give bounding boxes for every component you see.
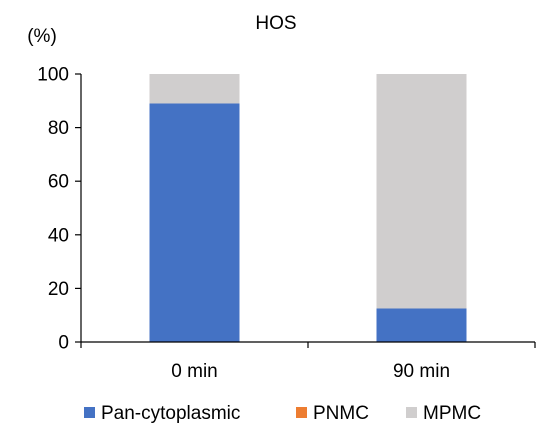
bar-segment-pan-cytoplasmic-1 [149, 103, 240, 342]
legend-swatch [84, 407, 95, 418]
y-tick-label: 40 [48, 225, 69, 246]
x-category-label: 90 min [393, 361, 450, 382]
y-tick-label: 20 [48, 279, 69, 300]
legend-label: MPMC [423, 403, 481, 424]
y-tick-label: 80 [48, 118, 69, 139]
axes-layer: 0 20 40 60 80 100 0 min 90 min [37, 65, 536, 382]
legend-label: PNMC [313, 403, 369, 424]
y-tick-label: 100 [37, 65, 69, 86]
x-category-label: 0 min [171, 361, 217, 382]
bar-segment-mpmc-1 [149, 74, 240, 104]
legend: Pan-cytoplasmic PNMC MPMC [84, 403, 481, 424]
bar-segment-mpmc-2 [376, 74, 467, 309]
y-axis-unit-label: (%) [27, 26, 57, 47]
legend-swatch [296, 407, 307, 418]
y-tick-label: 0 [58, 333, 69, 354]
chart-title: HOS [255, 13, 296, 34]
legend-label: Pan-cytoplasmic [101, 403, 240, 424]
y-tick-label: 60 [48, 172, 69, 193]
legend-swatch [406, 407, 417, 418]
bar-segment-pan-cytoplasmic-2 [376, 308, 467, 342]
bars-layer [149, 74, 467, 342]
